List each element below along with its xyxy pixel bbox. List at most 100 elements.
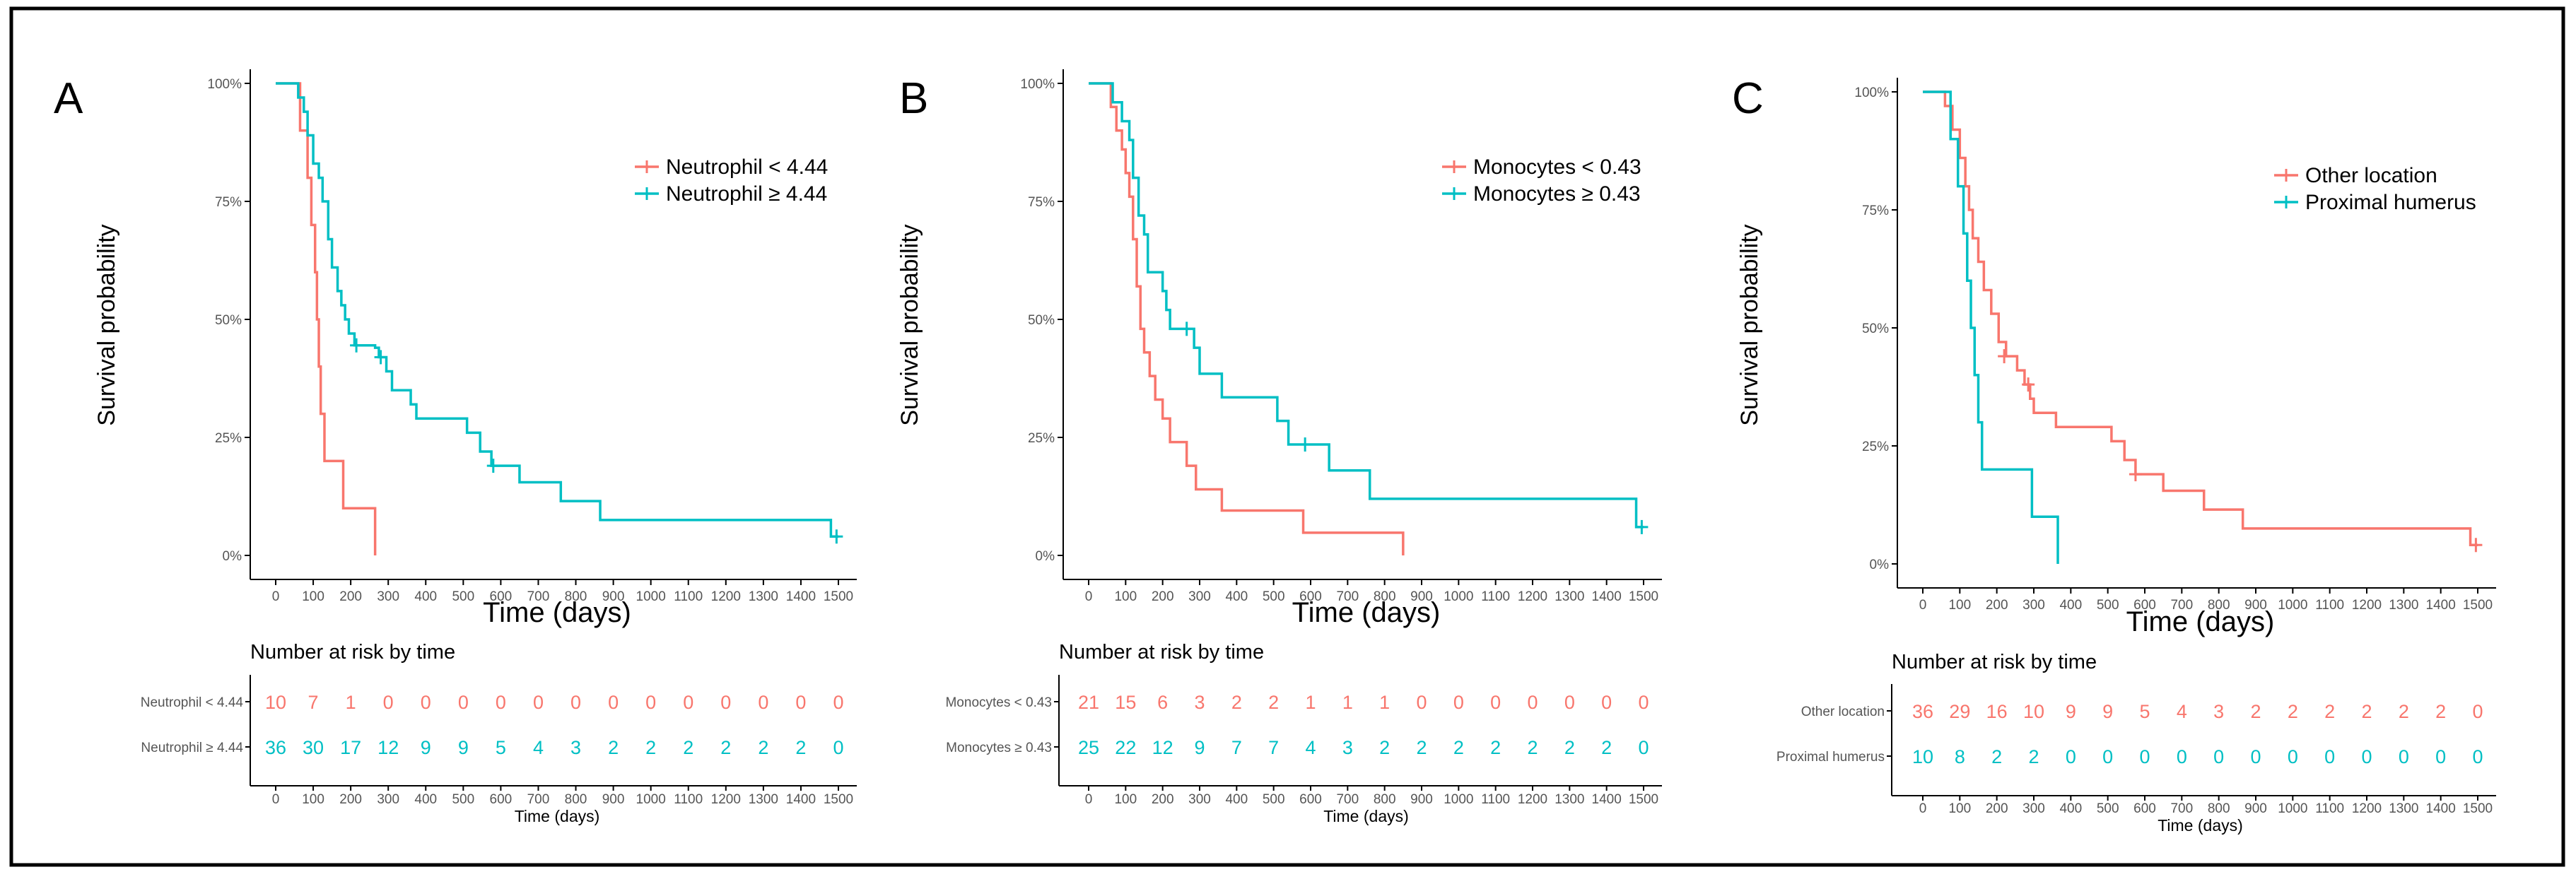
- risk-table-x-label: Time (days): [2158, 816, 2243, 835]
- risk-x-tick-label: 500: [452, 792, 474, 807]
- risk-count: 12: [377, 737, 399, 758]
- risk-x-tick-label: 800: [565, 792, 587, 807]
- x-tick-label: 1000: [636, 589, 666, 604]
- risk-x-tick-label: 400: [1225, 792, 1248, 807]
- risk-count: 2: [2399, 701, 2409, 722]
- legend-entry: Other location: [2305, 164, 2437, 187]
- x-tick-label: 1000: [1444, 589, 1473, 604]
- x-tick-label: 300: [1188, 589, 1211, 604]
- y-tick-label: 0%: [223, 549, 242, 564]
- risk-count: 2: [1416, 737, 1427, 758]
- y-tick-label: 75%: [215, 195, 242, 210]
- y-tick-label: 25%: [1862, 440, 1889, 454]
- risk-count: 0: [2288, 746, 2298, 767]
- risk-x-tick-label: 600: [1299, 792, 1322, 807]
- risk-x-tick-label: 400: [414, 792, 437, 807]
- risk-x-tick-label: 300: [377, 792, 399, 807]
- risk-count: 0: [1416, 692, 1427, 713]
- y-tick-label: 25%: [215, 431, 242, 446]
- risk-count: 2: [720, 737, 731, 758]
- risk-count: 0: [1638, 692, 1649, 713]
- risk-count: 0: [2399, 746, 2409, 767]
- risk-x-tick-label: 500: [1263, 792, 1285, 807]
- risk-x-tick-label: 1200: [711, 792, 741, 807]
- risk-count: 4: [533, 737, 544, 758]
- risk-count: 2: [2250, 701, 2261, 722]
- risk-x-tick-label: 200: [339, 792, 362, 807]
- risk-count: 10: [265, 692, 286, 713]
- risk-x-tick-label: 100: [1948, 801, 1971, 816]
- risk-row-label: Monocytes ≥ 0.43: [946, 741, 1052, 755]
- x-tick-label: 1400: [1592, 589, 1622, 604]
- risk-x-tick-label: 1200: [2352, 801, 2382, 816]
- x-tick-label: 1500: [824, 589, 853, 604]
- panel-letter: B: [899, 74, 928, 123]
- risk-row-label: Neutrophil < 4.44: [141, 695, 244, 710]
- survival-curve-red: [276, 82, 377, 555]
- risk-count: 16: [1986, 701, 2008, 722]
- risk-row-label: Proximal humerus: [1776, 750, 1885, 765]
- risk-count: 36: [265, 737, 286, 758]
- y-tick-label: 100%: [1854, 86, 1889, 100]
- x-tick-label: 800: [2208, 598, 2230, 613]
- x-tick-label: 200: [1986, 598, 2008, 613]
- risk-x-tick-label: 900: [602, 792, 625, 807]
- risk-x-tick-label: 1100: [1481, 792, 1510, 807]
- risk-count: 0: [570, 692, 581, 713]
- risk-x-tick-label: 300: [2022, 801, 2045, 816]
- risk-count: 1: [1342, 692, 1353, 713]
- risk-x-tick-label: 400: [2059, 801, 2082, 816]
- risk-count: 0: [2472, 701, 2483, 722]
- x-tick-label: 100: [302, 589, 324, 604]
- y-tick-label: 25%: [1028, 431, 1055, 446]
- risk-x-tick-label: 300: [1188, 792, 1211, 807]
- risk-x-tick-label: 1200: [1518, 792, 1547, 807]
- risk-count: 0: [2139, 746, 2150, 767]
- risk-count: 0: [2435, 746, 2446, 767]
- x-tick-label: 900: [1410, 589, 1433, 604]
- risk-x-tick-label: 1100: [2315, 801, 2344, 816]
- x-tick-label: 100: [1114, 589, 1137, 604]
- x-tick-label: 1200: [1518, 589, 1547, 604]
- y-tick-label: 50%: [1862, 322, 1889, 336]
- risk-x-tick-label: 1000: [1444, 792, 1473, 807]
- x-tick-label: 500: [2097, 598, 2119, 613]
- x-tick-label: 200: [339, 589, 362, 604]
- risk-count: 0: [833, 737, 843, 758]
- x-tick-label: 1300: [749, 589, 778, 604]
- risk-count: 2: [1268, 692, 1279, 713]
- x-tick-label: 800: [565, 589, 587, 604]
- risk-count: 2: [1601, 737, 1612, 758]
- risk-count: 2: [1991, 746, 2002, 767]
- y-tick-label: 0%: [1870, 558, 1890, 572]
- risk-count: 3: [570, 737, 581, 758]
- risk-count: 12: [1152, 737, 1173, 758]
- risk-count: 0: [458, 692, 469, 713]
- risk-count: 2: [1231, 692, 1242, 713]
- risk-count: 10: [2023, 701, 2044, 722]
- risk-count: 2: [1527, 737, 1538, 758]
- x-tick-label: 600: [2133, 598, 2156, 613]
- x-tick-label: 0: [272, 589, 280, 604]
- risk-count: 2: [683, 737, 693, 758]
- risk-count: 0: [645, 692, 656, 713]
- x-tick-label: 1100: [2315, 598, 2344, 613]
- risk-x-tick-label: 1500: [2463, 801, 2493, 816]
- risk-count: 2: [795, 737, 806, 758]
- risk-table-title: Number at risk by time: [1892, 651, 2097, 673]
- risk-row-label: Monocytes < 0.43: [945, 695, 1052, 710]
- risk-count: 0: [2250, 746, 2261, 767]
- x-axis-label: Time (days): [483, 597, 631, 628]
- risk-x-tick-label: 1000: [2278, 801, 2307, 816]
- risk-count: 0: [1601, 692, 1612, 713]
- risk-count: 0: [421, 692, 431, 713]
- risk-x-tick-label: 700: [527, 792, 550, 807]
- risk-count: 0: [1527, 692, 1538, 713]
- x-tick-label: 900: [2244, 598, 2267, 613]
- risk-x-tick-label: 1300: [2389, 801, 2418, 816]
- x-tick-label: 500: [1263, 589, 1285, 604]
- x-tick-label: 0: [1085, 589, 1093, 604]
- risk-x-tick-label: 0: [272, 792, 280, 807]
- risk-x-tick-label: 1000: [636, 792, 666, 807]
